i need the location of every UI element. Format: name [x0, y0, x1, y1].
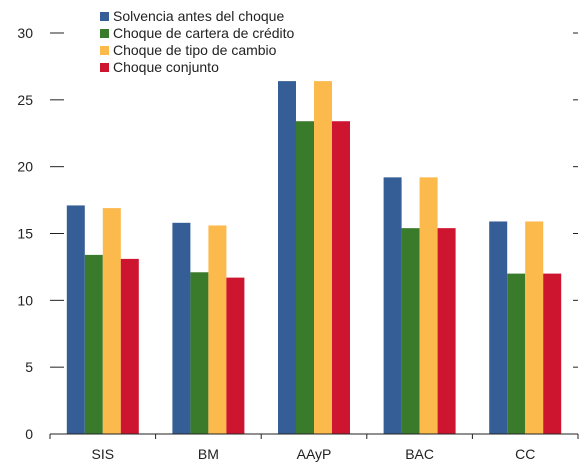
bar: [172, 222, 191, 434]
legend-swatch: [100, 29, 109, 38]
bar: [332, 121, 350, 434]
y-tick-label: 15: [17, 226, 33, 242]
y-tick-label: 5: [25, 359, 33, 375]
bar: [102, 208, 121, 434]
legend-swatch: [100, 46, 109, 55]
bar: [84, 254, 103, 434]
legend-entry-label: Choque de tipo de cambio: [113, 42, 277, 58]
x-category-label: SIS: [92, 446, 115, 462]
right-axis-ticks: [573, 32, 578, 368]
x-axis: SIS BM AAyP BAC CC: [49, 433, 579, 462]
y-tick-label: 25: [17, 92, 33, 108]
x-category-label: CC: [515, 446, 535, 462]
bar: [507, 273, 526, 434]
bar: [190, 272, 209, 434]
bar: [383, 177, 402, 435]
bar: [296, 121, 314, 434]
x-category-label: BAC: [405, 446, 434, 462]
legend-swatch: [100, 63, 109, 72]
y-tick-label: 0: [25, 426, 33, 442]
legend-entry-label: Choque de cartera de crédito: [113, 25, 295, 41]
x-category-label: AAyP: [297, 446, 332, 462]
y-tick-label: 30: [17, 25, 33, 41]
bar: [401, 228, 420, 434]
bar: [226, 277, 245, 434]
bar: [208, 225, 227, 434]
legend-swatch: [100, 12, 109, 21]
legend-entry-label: Solvencia antes del choque: [113, 8, 284, 24]
bar: [437, 228, 456, 434]
bar: [120, 258, 139, 434]
bar: [419, 177, 438, 435]
bar: [314, 81, 332, 435]
bar: [543, 273, 562, 434]
bar: [278, 81, 296, 435]
x-category-label: BM: [198, 446, 219, 462]
y-tick-label: 20: [17, 159, 33, 175]
bar: [66, 205, 85, 434]
y-axis: 0 5 10 15 20 25 30: [17, 25, 64, 442]
bar: [525, 221, 544, 434]
bars: [66, 81, 562, 435]
y-tick-label: 10: [17, 292, 33, 308]
bar: [489, 221, 508, 434]
legend-entry-label: Choque conjunto: [113, 59, 219, 75]
